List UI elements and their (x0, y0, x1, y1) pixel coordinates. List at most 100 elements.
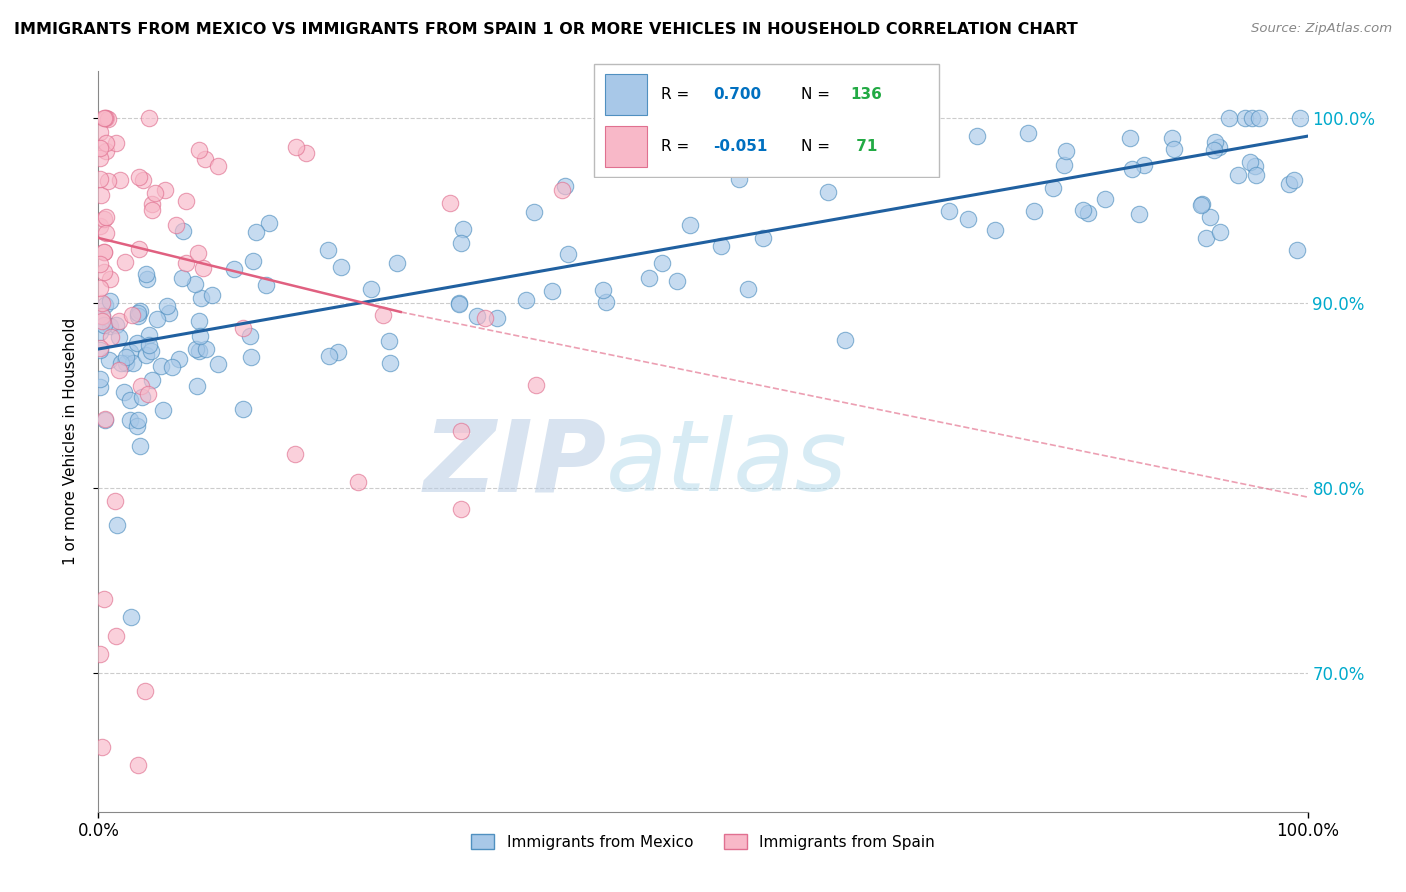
Point (90, 188, 112, 202)
Text: IMMIGRANTS FROM MEXICO VS IMMIGRANTS FROM SPAIN 1 OR MORE VEHICLES IN HOUSEHOLD : IMMIGRANTS FROM MEXICO VS IMMIGRANTS FRO… (14, 22, 1078, 37)
Point (89, 326, 111, 340)
Point (592, 283, 614, 297)
Text: N =: N = (801, 87, 835, 102)
Point (184, 277, 207, 291)
Point (174, 256, 197, 270)
Point (966, 128, 988, 143)
Point (138, 338, 160, 352)
Bar (605, 74, 647, 114)
Point (257, 216, 280, 230)
Point (1189, 198, 1212, 212)
Point (98, 294, 121, 309)
Point (120, 610, 142, 624)
Point (97, 112, 120, 126)
Point (127, 758, 149, 772)
Point (186, 378, 208, 392)
Point (1204, 136, 1226, 150)
Point (100, 272, 122, 286)
Point (450, 425, 472, 439)
Point (96, 136, 118, 151)
Point (89, 341, 111, 355)
Point (240, 350, 263, 364)
Point (194, 152, 217, 166)
Point (90, 309, 112, 323)
Point (89, 648, 111, 662)
Point (188, 314, 211, 328)
Point (515, 293, 537, 307)
Point (239, 329, 262, 343)
Point (139, 344, 162, 359)
Point (186, 342, 208, 356)
Point (90, 309, 112, 323)
Point (134, 684, 156, 698)
Point (1204, 143, 1226, 157)
Point (94, 412, 117, 426)
Point (728, 171, 751, 186)
Point (93, 244, 115, 259)
Point (89, 380, 111, 394)
Point (91, 296, 114, 310)
Point (295, 145, 318, 160)
Point (1017, 126, 1039, 140)
Point (141, 197, 163, 211)
Point (135, 267, 157, 281)
Point (96, 111, 118, 125)
Point (242, 254, 264, 268)
Point (107, 517, 129, 532)
Point (541, 284, 564, 298)
Point (114, 255, 136, 269)
Point (1226, 168, 1249, 182)
Point (190, 291, 212, 305)
Point (447, 297, 470, 311)
Point (465, 309, 488, 323)
Point (474, 310, 496, 325)
Point (523, 205, 546, 219)
Point (1042, 181, 1064, 195)
Point (93, 111, 115, 125)
Point (91, 739, 114, 754)
Point (710, 238, 733, 252)
Point (120, 412, 142, 426)
Point (127, 306, 149, 320)
Point (451, 222, 474, 236)
Point (167, 352, 190, 367)
Point (834, 333, 856, 347)
Point (125, 418, 148, 433)
Point (94, 144, 117, 158)
Point (89, 141, 111, 155)
Point (554, 178, 576, 193)
Point (1284, 173, 1306, 187)
Point (98, 318, 121, 333)
Point (97, 174, 120, 188)
Point (1121, 161, 1143, 176)
Point (957, 211, 980, 226)
Y-axis label: 1 or more Vehicles in Household: 1 or more Vehicles in Household (63, 318, 77, 566)
Point (170, 270, 193, 285)
Point (93, 318, 115, 332)
Point (1247, 111, 1270, 125)
Point (1218, 111, 1240, 125)
Point (188, 343, 211, 358)
Text: atlas: atlas (606, 416, 848, 512)
Point (94, 226, 117, 240)
Point (131, 391, 153, 405)
Point (131, 173, 153, 187)
Point (129, 303, 152, 318)
Point (114, 356, 136, 370)
Point (94, 111, 117, 125)
Point (89, 281, 111, 295)
Point (679, 218, 702, 232)
Point (1233, 111, 1256, 125)
Point (1239, 155, 1261, 169)
Point (129, 379, 152, 393)
Point (100, 330, 122, 344)
Point (638, 271, 661, 285)
Point (141, 373, 163, 387)
Point (89, 257, 111, 271)
Point (146, 312, 169, 326)
Point (752, 231, 775, 245)
Point (89, 372, 111, 386)
Point (1244, 159, 1267, 173)
Point (380, 356, 402, 370)
Point (737, 282, 759, 296)
